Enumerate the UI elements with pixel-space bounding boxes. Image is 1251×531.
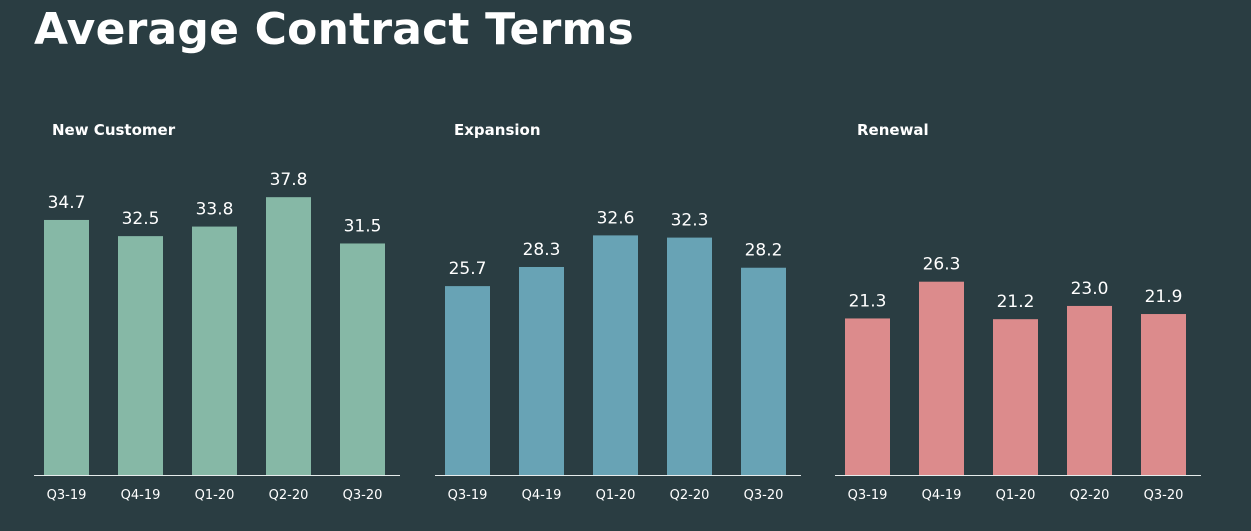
- bar: [845, 318, 890, 475]
- bar: [919, 281, 964, 475]
- x-tick-label: Q1-20: [195, 488, 235, 503]
- data-label: 26.3: [923, 255, 961, 275]
- data-label: 32.3: [671, 211, 709, 231]
- x-tick-label: Q3-19: [47, 488, 87, 503]
- bar: [118, 236, 163, 475]
- data-label: 31.5: [344, 216, 382, 236]
- bar: [340, 243, 385, 475]
- chart-title: New Customer: [52, 121, 176, 139]
- data-label: 28.3: [523, 240, 561, 260]
- page-title: Average Contract Terms: [34, 4, 634, 55]
- bar: [1067, 305, 1112, 475]
- x-tick-label: Q2-20: [269, 488, 309, 503]
- x-tick-label: Q3-19: [848, 488, 888, 503]
- x-tick-label: Q1-20: [596, 488, 636, 503]
- data-label: 28.2: [745, 241, 783, 261]
- bar: [44, 219, 89, 475]
- bar: [266, 197, 311, 476]
- data-label: 21.9: [1145, 287, 1183, 307]
- bar: [593, 235, 638, 475]
- chart-title: Expansion: [454, 121, 541, 139]
- x-tick-label: Q1-20: [996, 488, 1036, 503]
- x-tick-label: Q4-19: [522, 488, 562, 503]
- bar-chart-new-customer: 34.7 Q3-19 32.5 Q4-19 33.8 Q1-20 37.8 Q2-20 31.5…: [34, 170, 400, 503]
- data-label: 23.0: [1071, 279, 1109, 299]
- bar: [993, 319, 1038, 475]
- bar: [519, 266, 564, 475]
- data-label: 21.2: [997, 292, 1035, 312]
- bar-chart-expansion: 25.7 Q3-19 28.3 Q4-19 32.6 Q1-20 32.3 Q2-20 28.2…: [435, 208, 801, 503]
- x-tick-label: Q3-19: [448, 488, 488, 503]
- x-tick-label: Q4-19: [922, 488, 962, 503]
- x-tick-label: Q2-20: [670, 488, 710, 503]
- bar: [192, 226, 237, 475]
- chart-panel-renewal: Renewal 21.3 Q3-19 26.3 Q4-19 21.2 Q1-20 23.0 Q…: [835, 0, 1235, 531]
- bar: [445, 286, 490, 475]
- data-label: 32.5: [122, 209, 160, 229]
- data-label: 25.7: [449, 259, 487, 279]
- data-label: 33.8: [196, 200, 234, 220]
- data-label: 32.6: [597, 208, 635, 228]
- chart-title: Renewal: [857, 121, 929, 139]
- x-tick-label: Q3-20: [744, 488, 784, 503]
- chart-panel-expansion: Expansion 25.7 Q3-19 28.3 Q4-19 32.6 Q1-20 32.…: [435, 0, 835, 531]
- data-label: 34.7: [48, 193, 86, 213]
- x-tick-label: Q4-19: [121, 488, 161, 503]
- x-tick-label: Q2-20: [1070, 488, 1110, 503]
- bar-chart-renewal: 21.3 Q3-19 26.3 Q4-19 21.2 Q1-20 23.0 Q2-20 21.9…: [835, 255, 1201, 503]
- bar: [741, 267, 786, 475]
- x-tick-label: Q3-20: [1144, 488, 1184, 503]
- data-label: 21.3: [849, 291, 887, 311]
- data-label: 37.8: [270, 170, 308, 190]
- bar: [667, 237, 712, 475]
- bar: [1141, 314, 1186, 475]
- chart-panel-new-customer: New Customer 34.7 Q3-19 32.5 Q4-19 33.8 Q1-20…: [34, 0, 434, 531]
- x-tick-label: Q3-20: [343, 488, 383, 503]
